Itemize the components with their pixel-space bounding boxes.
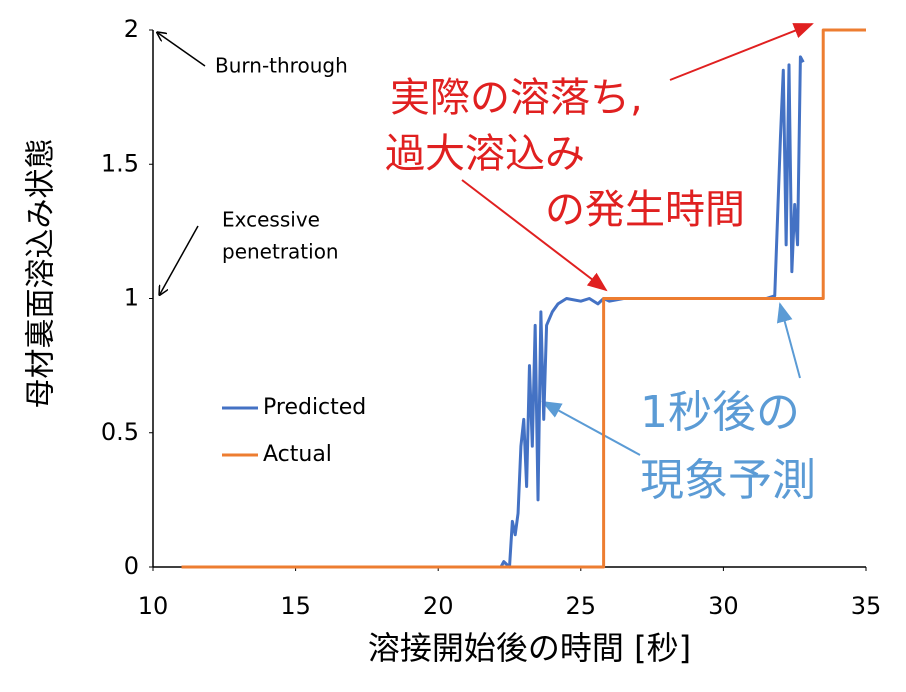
annotation: Burn-through xyxy=(215,54,348,78)
annotation: 1秒後の xyxy=(640,387,800,438)
annotation: 現象予測 xyxy=(640,455,816,506)
x-axis-title: 溶接開始後の時間 [秒] xyxy=(368,629,691,667)
annotation: の発生時間 xyxy=(545,187,745,233)
y-tick-label: 0 xyxy=(124,552,139,580)
x-tick-label: 20 xyxy=(423,592,454,620)
arrow xyxy=(541,401,641,456)
arrow xyxy=(160,225,199,294)
line xyxy=(181,55,805,569)
arrow xyxy=(776,302,801,379)
x-tick-label: 10 xyxy=(138,592,169,620)
y-tick-label: 0.5 xyxy=(101,418,139,446)
x-tick-label: 15 xyxy=(280,592,311,620)
x-tick-label: 25 xyxy=(566,592,597,620)
y-tick-label: 2 xyxy=(124,15,139,43)
arrow xyxy=(669,23,814,81)
arrow xyxy=(461,179,608,292)
arrow xyxy=(158,33,206,67)
y-axis-title: 母材裏面溶込み状態 xyxy=(24,139,59,409)
x-tick-label: 30 xyxy=(708,592,739,620)
y-tick-label: 1.5 xyxy=(101,149,139,177)
y-tick-label: 1 xyxy=(124,284,139,312)
legend-label: Actual xyxy=(263,442,332,467)
legend-label: Predicted xyxy=(263,395,366,420)
annotation: 実際の溶落ち, xyxy=(390,75,643,121)
arrows xyxy=(158,23,814,456)
line xyxy=(181,28,866,569)
annotation: 過大溶込み xyxy=(385,131,585,177)
x-tick-label: 35 xyxy=(851,592,882,620)
annotation: penetration xyxy=(222,240,339,264)
annotation: Excessive xyxy=(222,208,320,232)
